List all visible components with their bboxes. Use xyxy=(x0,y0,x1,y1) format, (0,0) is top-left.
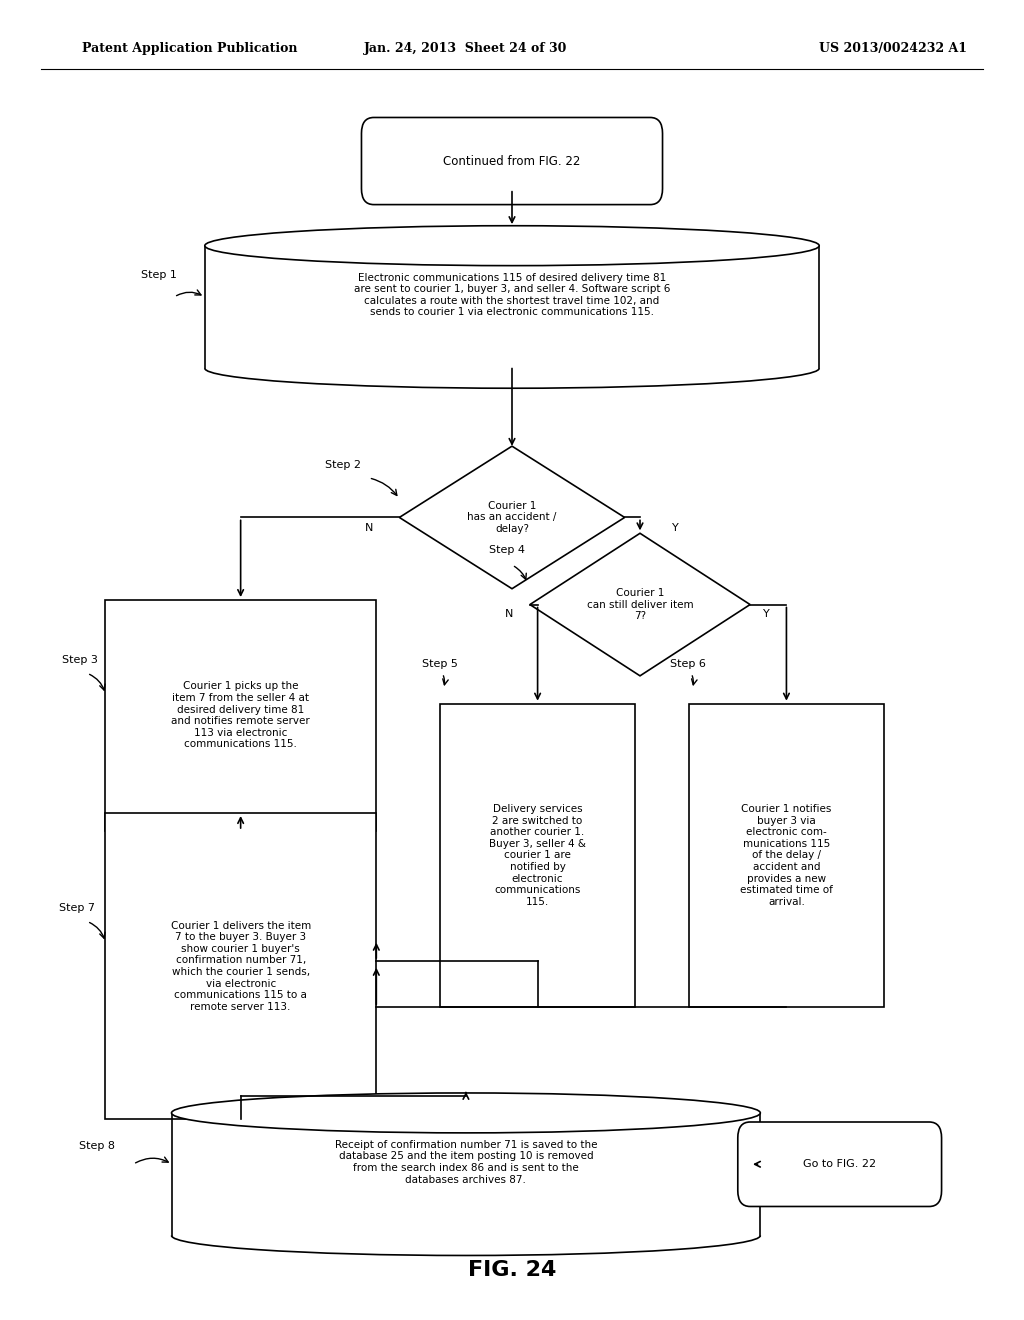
Text: Courier 1 delivers the item
7 to the buyer 3. Buyer 3
show courier 1 buyer's
con: Courier 1 delivers the item 7 to the buy… xyxy=(171,920,310,1012)
Text: US 2013/0024232 A1: US 2013/0024232 A1 xyxy=(819,42,968,55)
Text: Step 8: Step 8 xyxy=(79,1140,116,1151)
Text: Patent Application Publication: Patent Application Publication xyxy=(82,42,297,55)
Bar xyxy=(440,704,635,1007)
Text: Electronic communications 115 of desired delivery time 81
are sent to courier 1,: Electronic communications 115 of desired… xyxy=(354,273,670,317)
Text: Delivery services
2 are switched to
another courier 1.
Buyer 3, seller 4 &
couri: Delivery services 2 are switched to anot… xyxy=(489,804,586,907)
Text: Step 3: Step 3 xyxy=(61,655,98,665)
Bar xyxy=(104,599,377,832)
Text: Continued from FIG. 22: Continued from FIG. 22 xyxy=(443,154,581,168)
Polygon shape xyxy=(399,446,625,589)
Text: Step 4: Step 4 xyxy=(488,545,525,556)
Bar xyxy=(205,246,819,368)
Bar xyxy=(172,1113,760,1236)
Text: Step 5: Step 5 xyxy=(422,659,459,669)
Text: Jan. 24, 2013  Sheet 24 of 30: Jan. 24, 2013 Sheet 24 of 30 xyxy=(365,42,567,55)
FancyBboxPatch shape xyxy=(361,117,663,205)
Text: Courier 1 notifies
buyer 3 via
electronic com-
munications 115
of the delay /
ac: Courier 1 notifies buyer 3 via electroni… xyxy=(740,804,833,907)
FancyBboxPatch shape xyxy=(737,1122,941,1206)
Text: Step 2: Step 2 xyxy=(325,459,361,470)
Text: Step 7: Step 7 xyxy=(58,903,95,913)
Bar xyxy=(689,704,884,1007)
Text: Y: Y xyxy=(673,523,679,533)
Text: Go to FIG. 22: Go to FIG. 22 xyxy=(803,1159,877,1170)
Text: Y: Y xyxy=(763,609,769,619)
Text: Courier 1
can still deliver item
7?: Courier 1 can still deliver item 7? xyxy=(587,587,693,622)
Text: Step 6: Step 6 xyxy=(670,659,707,669)
Text: N: N xyxy=(365,523,373,533)
Text: Courier 1 picks up the
item 7 from the seller 4 at
desired delivery time 81
and : Courier 1 picks up the item 7 from the s… xyxy=(171,681,310,750)
Ellipse shape xyxy=(172,1093,760,1133)
Text: Step 1: Step 1 xyxy=(140,269,177,280)
Text: N: N xyxy=(505,609,513,619)
Text: FIG. 24: FIG. 24 xyxy=(468,1259,556,1280)
Ellipse shape xyxy=(205,226,819,265)
Text: Courier 1
has an accident /
delay?: Courier 1 has an accident / delay? xyxy=(467,500,557,535)
Text: Receipt of confirmation number 71 is saved to the
database 25 and the item posti: Receipt of confirmation number 71 is sav… xyxy=(335,1140,597,1184)
Bar xyxy=(104,813,377,1119)
Polygon shape xyxy=(530,533,750,676)
